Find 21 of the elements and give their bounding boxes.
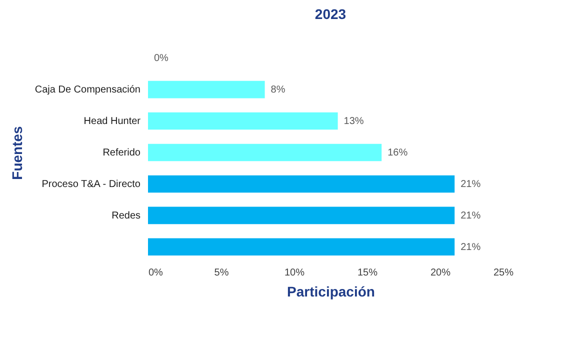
- x-tick-label: 15%: [357, 268, 378, 278]
- x-tick-label: 20%: [430, 268, 451, 278]
- data-label: 21%: [460, 178, 481, 190]
- data-label: 0%: [154, 53, 169, 64]
- x-tick-label: 25%: [493, 268, 514, 278]
- chart-title: 2023: [314, 6, 346, 22]
- x-axis-title: Participación: [287, 284, 375, 300]
- y-tick-label: Referido: [102, 148, 141, 158]
- y-tick-label: Caja De Compensación: [34, 84, 140, 96]
- data-label: 8%: [270, 84, 286, 96]
- x-tick-label: 5%: [214, 268, 229, 278]
- y-tick-label: Redes: [112, 210, 140, 222]
- data-label: 21%: [460, 210, 481, 222]
- y-axis-title: Fuentes: [8, 126, 25, 180]
- data-label: 16%: [388, 148, 408, 158]
- y-tick-label: Head Hunter: [84, 116, 142, 128]
- y-tick-label: Proceso T&A - Directo: [42, 178, 141, 190]
- x-tick-label: 10%: [284, 268, 305, 278]
- data-label: 21%: [460, 242, 481, 253]
- data-label: 13%: [344, 116, 364, 128]
- x-tick-label: 0%: [148, 268, 164, 278]
